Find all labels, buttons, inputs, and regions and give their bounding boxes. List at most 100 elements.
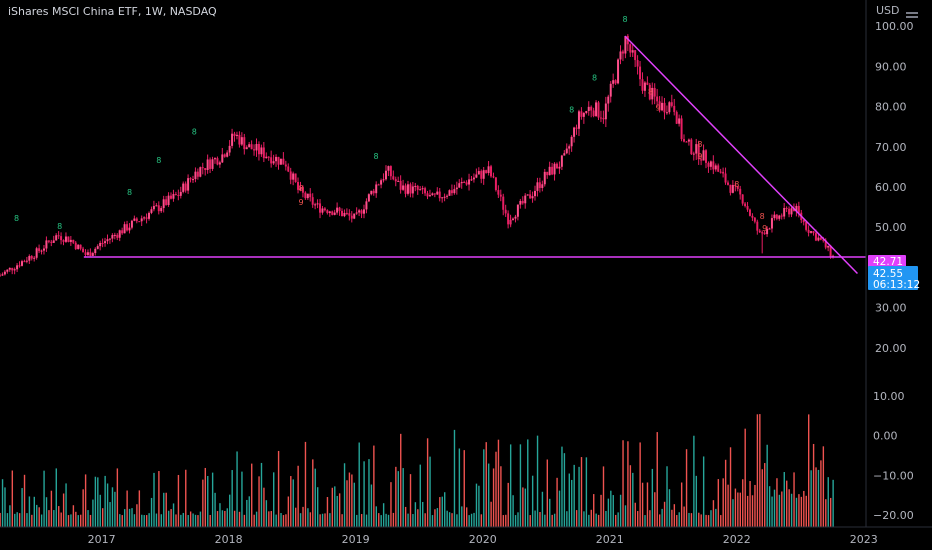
volume-axis[interactable]: 10.00 0.00 −10.00 −20.00 [873, 390, 914, 522]
time-axis[interactable]: 2017 2018 2019 2020 2021 2022 2023 [88, 533, 878, 546]
volume-bar [815, 467, 817, 527]
candle-body [18, 265, 21, 267]
volume-bar [483, 449, 485, 527]
candle-body [355, 212, 358, 214]
volume-bar [778, 494, 781, 527]
volume-bar [822, 446, 825, 527]
candle-body [113, 234, 116, 236]
candle-body [814, 233, 817, 241]
volume-bar [531, 475, 534, 527]
volume-bars [0, 414, 834, 527]
settings-icon[interactable] [906, 12, 918, 18]
volume-bar [812, 443, 815, 527]
candle-body [42, 248, 45, 251]
volume-bar [141, 514, 143, 527]
candle-body [707, 162, 710, 167]
volume-bar [197, 515, 199, 527]
volume-bar [502, 515, 505, 527]
candle-body [551, 166, 554, 175]
candle-body [306, 193, 309, 199]
volume-bar [28, 496, 31, 527]
price-tick-label: 90.00 [875, 60, 907, 73]
candle-body [108, 238, 111, 240]
volume-bar [544, 514, 546, 527]
volume-bar [348, 472, 351, 527]
volume-bar [759, 414, 761, 527]
volume-bar [358, 442, 360, 527]
candle-body [267, 156, 270, 158]
candle-body [358, 210, 361, 213]
candle-body [778, 215, 781, 219]
candle-body [35, 248, 38, 258]
candle-body [734, 185, 737, 187]
volume-bar [627, 441, 629, 527]
candle-body [692, 153, 695, 155]
candle-body [617, 59, 620, 84]
candle-body [492, 176, 495, 178]
candle-body [683, 139, 686, 142]
candle-body [819, 237, 822, 240]
volume-bar [392, 512, 395, 527]
volume-bar [97, 477, 99, 527]
volume-bar [683, 506, 685, 527]
candle-body [270, 157, 273, 164]
candle-body [50, 241, 53, 243]
candle-body [160, 208, 163, 212]
volume-bar [160, 514, 163, 527]
candle-body [565, 148, 568, 154]
volume-bar [607, 498, 610, 527]
candle-body [206, 159, 209, 171]
candle-body [260, 147, 263, 155]
volume-bar [268, 511, 270, 527]
candle-body [590, 106, 593, 111]
candle-body [570, 136, 573, 147]
volume-bar [409, 474, 412, 527]
candle-body [104, 241, 107, 244]
volume-bar [514, 515, 517, 527]
volume-bar [185, 469, 187, 527]
volume-bar [490, 501, 492, 527]
price-axis[interactable]: 100.00 90.00 80.00 70.00 60.00 50.00 30.00 20.0… [875, 20, 914, 355]
candle-body [11, 267, 14, 271]
trend-lines[interactable] [83, 35, 866, 275]
volume-bar [470, 513, 473, 527]
candle-body [138, 221, 141, 223]
candle-body [372, 190, 375, 194]
volume-bar [31, 514, 33, 527]
volume-bar [133, 514, 136, 527]
candle-body [235, 134, 238, 136]
volume-bar [216, 511, 219, 527]
candle-body [519, 200, 522, 205]
candle-body [370, 190, 373, 195]
volume-bar [380, 515, 382, 527]
volume-bar [294, 507, 297, 527]
volume-bar [182, 512, 185, 527]
volume-bar [253, 514, 255, 527]
candle-body [524, 195, 527, 204]
volume-bar [612, 495, 614, 527]
candle-body [152, 205, 155, 210]
volume-bar [111, 487, 114, 527]
volume-bar [749, 481, 751, 527]
volume-bar [231, 470, 233, 527]
volume-bar [549, 498, 551, 527]
volume-bar [382, 503, 385, 527]
volume-bar [624, 505, 627, 527]
volume-bar [50, 490, 53, 527]
candle-body [382, 179, 385, 181]
price-tick-label: 80.00 [875, 101, 907, 114]
candle-body [612, 80, 615, 84]
time-tick-label: 2019 [342, 533, 370, 546]
candle-body [228, 145, 231, 153]
volume-bar [729, 447, 732, 527]
volume-bar [832, 479, 834, 527]
candle-body [392, 176, 395, 180]
candle-body [463, 182, 466, 184]
candle-body [165, 199, 168, 205]
volume-bar [360, 514, 363, 527]
volume-bar [150, 497, 153, 527]
volume-bar [724, 459, 727, 527]
downtrend-line[interactable] [624, 35, 858, 275]
